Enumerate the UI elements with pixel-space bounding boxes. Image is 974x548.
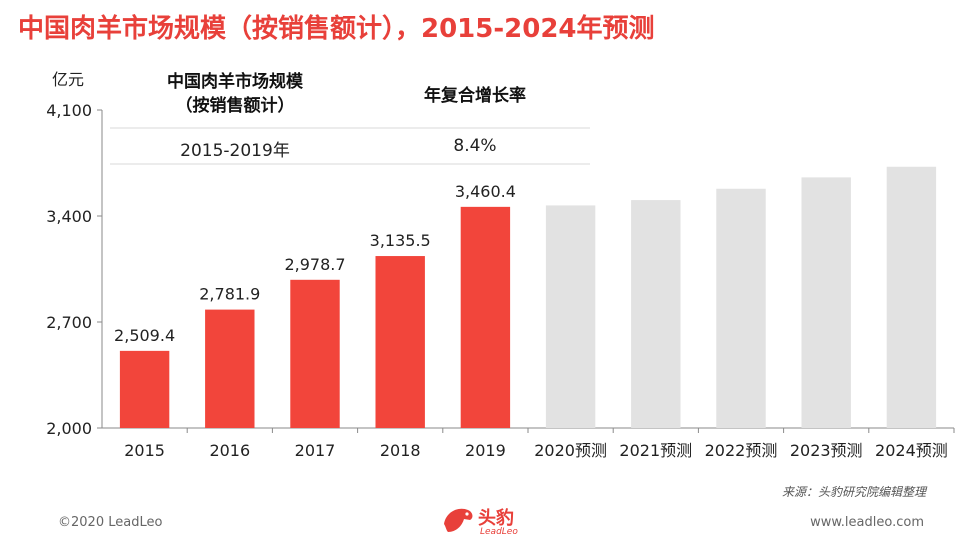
- unit-label: 亿元: [52, 70, 85, 89]
- data-label: 3,135.5: [370, 231, 431, 250]
- x-tick-label: 2023预测: [790, 441, 863, 460]
- y-tick-label: 3,400: [46, 207, 92, 226]
- x-tick-label: 2018: [380, 441, 421, 460]
- cagr-col1-header: 中国肉羊市场规模 （按销售额计）: [120, 70, 350, 118]
- website-link[interactable]: www.leadleo.com: [810, 515, 924, 530]
- x-tick-label: 2015: [124, 441, 165, 460]
- y-tick-label: 2,700: [46, 313, 92, 332]
- y-tick-label: 4,100: [46, 101, 92, 120]
- forecast-bar: [631, 200, 681, 428]
- source-note: 来源：头豹研究院编辑整理: [781, 485, 926, 499]
- forecast-bar: [716, 188, 766, 428]
- data-label: 3,460.4: [455, 182, 516, 201]
- cagr-col1-header-line1: 中国肉羊市场规模: [167, 72, 303, 92]
- cagr-period: 2015-2019年: [180, 141, 290, 161]
- leopard-icon: [444, 508, 473, 532]
- leadleo-logo: 头豹 LeadLeo: [440, 502, 536, 542]
- x-tick-label: 2021预测: [619, 441, 692, 460]
- bar: [375, 256, 425, 428]
- bar: [460, 206, 511, 428]
- page-title: 中国肉羊市场规模（按销售额计），2015-2024年预测: [18, 14, 655, 44]
- bar: [205, 309, 255, 428]
- forecast-bar: [801, 177, 851, 428]
- cagr-rate: 8.4%: [453, 136, 497, 156]
- bar: [290, 279, 340, 428]
- data-label: 2,781.9: [199, 285, 260, 304]
- forecast-bar: [545, 205, 596, 428]
- cagr-col2-header: 年复合增长率: [424, 86, 526, 106]
- x-tick-label: 2024预测: [875, 441, 948, 460]
- x-tick-label: 2022预测: [705, 441, 778, 460]
- y-tick-label: 2,000: [46, 419, 92, 438]
- data-label: 2,509.4: [114, 326, 175, 345]
- cagr-col1-header-line2: （按销售额计）: [175, 96, 295, 116]
- copyright: ©2020 LeadLeo: [58, 515, 163, 530]
- x-tick-label: 2016: [209, 441, 250, 460]
- forecast-bar: [886, 166, 937, 429]
- x-tick-label: 2020预测: [534, 441, 607, 460]
- bar: [119, 350, 170, 428]
- x-tick-label: 2017: [295, 441, 336, 460]
- logo-text: 头豹: [478, 508, 514, 529]
- x-tick-label: 2019: [465, 441, 506, 460]
- data-label: 2,978.7: [284, 255, 345, 274]
- logo-subtext: LeadLeo: [480, 527, 518, 537]
